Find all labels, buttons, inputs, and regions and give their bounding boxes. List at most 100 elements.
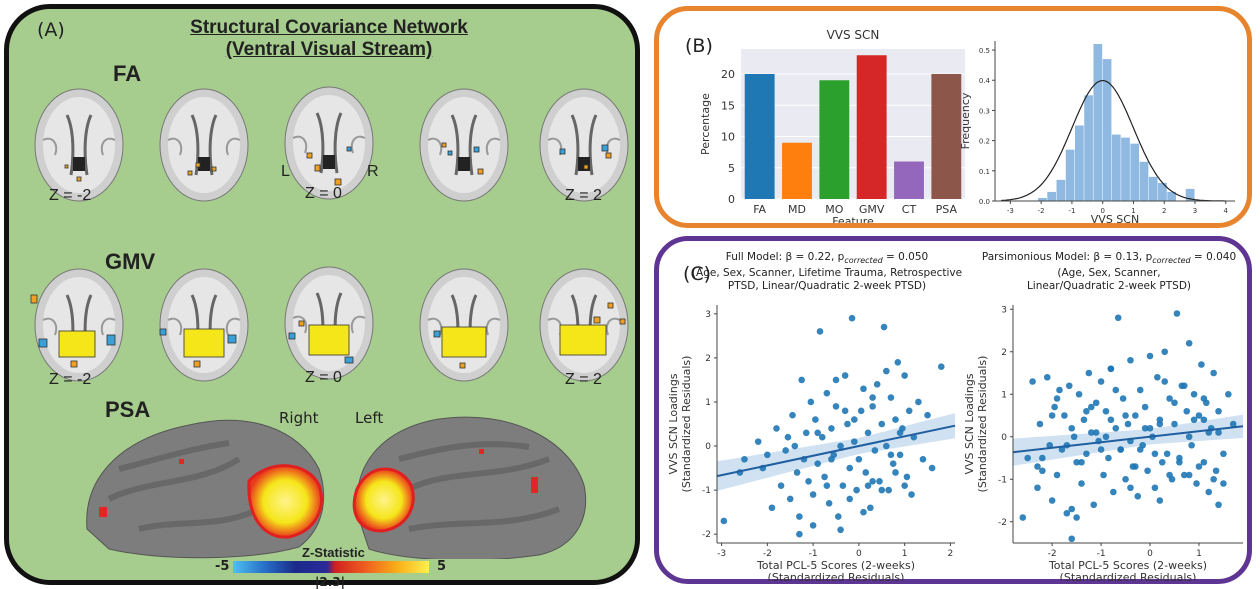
scatter-point — [1158, 458, 1166, 466]
scatter-point — [894, 358, 902, 366]
scatter-point — [869, 477, 876, 485]
positive-cluster — [64, 164, 69, 169]
scatter-point — [924, 411, 931, 419]
negative-cluster — [106, 334, 116, 346]
negative-cluster — [346, 146, 352, 152]
scatter-point — [903, 473, 911, 481]
fa-z-label: Z = 0 — [305, 185, 342, 202]
scatter-point — [768, 504, 776, 512]
scatter-point — [1146, 352, 1154, 360]
scatter-point — [1154, 373, 1161, 381]
scatter-point — [1161, 378, 1169, 385]
scatter-point — [846, 495, 854, 503]
scatter-point — [1132, 412, 1139, 419]
left-title-b: = 0.050 — [882, 251, 929, 263]
colorbar-title: Z-Statistic — [302, 545, 365, 560]
x-axis-label-sub: (Standardized Residuals) — [768, 571, 905, 581]
positive-cluster — [459, 362, 466, 369]
scatter-point — [1176, 458, 1183, 466]
scatter-point — [889, 460, 897, 467]
scatter-point — [841, 407, 849, 415]
scatter-point — [1144, 467, 1151, 475]
histogram-bin — [1038, 197, 1047, 201]
scatter-point — [1087, 429, 1095, 436]
scatter-point — [896, 429, 904, 437]
positive-cluster — [559, 324, 607, 356]
scatter-point — [1107, 416, 1115, 424]
scatter-point — [1048, 412, 1056, 419]
scatter-point — [864, 429, 872, 437]
x-axis-label-sub: (Standardized Residuals) — [1060, 571, 1197, 581]
right-title-a: Parsimonious Model: β = 0.13, p — [981, 251, 1153, 263]
positive-cluster — [441, 142, 447, 148]
scatter-point — [828, 425, 835, 432]
x-tick-label: -1 — [1097, 549, 1106, 559]
scatter-point — [1097, 378, 1105, 385]
left-title-line3: PTSD, Linear/Quadratic 2-week PTSD) — [727, 280, 927, 293]
colorbar — [233, 561, 429, 573]
scatter-point — [1185, 339, 1193, 347]
scatter-point — [1036, 420, 1044, 428]
bar — [894, 161, 924, 199]
histogram-bin — [1047, 191, 1057, 201]
scatter-point — [807, 398, 815, 406]
scatter-point — [1085, 369, 1093, 377]
orientation-left: L — [281, 163, 290, 180]
y-tick-label: 0 — [1001, 433, 1007, 443]
scatter-point — [887, 394, 895, 401]
histogram-bin — [1056, 179, 1066, 201]
scatter-point — [1220, 450, 1227, 458]
row-label-fa: FA — [113, 61, 142, 86]
x-tick-label: 3 — [1193, 207, 1197, 215]
scatter-point — [1092, 429, 1100, 436]
hemisphere-label-right: Right — [279, 409, 319, 427]
y-tick-label: 1 — [1001, 390, 1007, 400]
scatter-point — [887, 451, 895, 459]
x-tick-label: 0 — [1100, 207, 1104, 215]
scatter-point — [821, 473, 828, 481]
right-title-line3: Linear/Quadratic 2-week PTSD) — [1026, 280, 1192, 293]
y-tick-label: 0.0 — [979, 198, 990, 206]
y-tick-label: 20 — [721, 68, 735, 81]
row-label-psa: PSA — [105, 397, 151, 422]
sulci — [292, 315, 366, 334]
histogram-bin — [1148, 176, 1158, 201]
scatter-point — [814, 429, 821, 437]
scatter-point — [871, 447, 879, 454]
histogram-bin — [1158, 182, 1167, 201]
y-tick-label: -2 — [998, 518, 1007, 528]
y-tick-label: 0.5 — [979, 47, 990, 55]
scatter-point — [1171, 420, 1178, 428]
scatter-point — [832, 403, 840, 410]
scatter-point — [1097, 446, 1105, 453]
scatter-point — [1102, 407, 1110, 415]
scatter-point — [864, 482, 872, 490]
gmv-z-label: Z = -2 — [49, 371, 92, 388]
scatter-point — [1225, 390, 1232, 398]
histogram-bin — [1111, 134, 1121, 201]
scatter-point — [1051, 403, 1058, 411]
full-model-scatter: -3 -2 -1 0 1 2 -2 -1 0 1 2 3 Total PCL-5 Scores (2-w… — [667, 305, 956, 581]
scatter-point — [841, 372, 849, 379]
scatter-point — [1078, 480, 1085, 487]
y-tick-label: -2 — [702, 530, 711, 540]
histogram-bin — [1084, 95, 1093, 201]
scatter-point — [1190, 390, 1198, 398]
fa-z-label: Z = 2 — [565, 187, 602, 204]
scatter-point — [860, 385, 867, 393]
histogram-bin — [1102, 59, 1112, 202]
scatter-point — [1173, 310, 1181, 317]
histogram-bin — [1185, 188, 1195, 201]
chart-title: VVS SCN — [827, 28, 880, 42]
bar — [744, 74, 775, 199]
left-hemisphere-render — [352, 416, 587, 559]
x-tick-label: 2 — [948, 549, 954, 559]
scatter-point — [764, 451, 771, 459]
ventricles — [570, 114, 598, 176]
axial-brain-slice — [419, 268, 509, 382]
scatter-point — [1110, 488, 1117, 496]
scatter-point — [1080, 416, 1088, 424]
scatter-point — [1171, 399, 1178, 407]
scatter-point — [1141, 424, 1149, 432]
panel-a-letter: (A) — [37, 19, 65, 41]
